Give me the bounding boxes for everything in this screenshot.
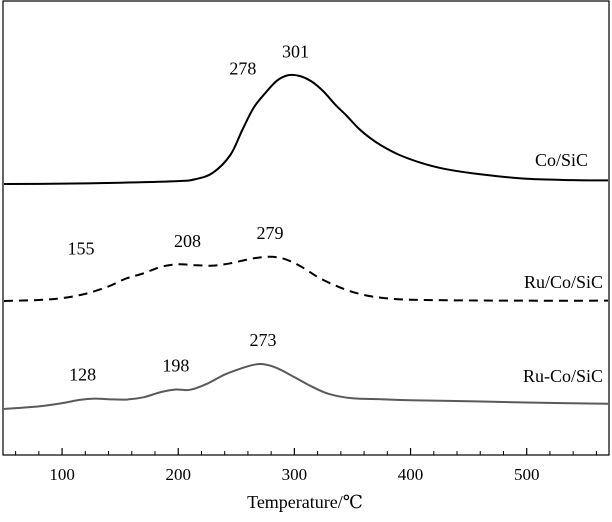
x-tick-label: 400 (398, 465, 424, 484)
series-label: Co/SiC (535, 150, 588, 170)
series-line-co-sic (3, 73, 609, 185)
x-axis-label: Temperature/℃ (247, 492, 363, 512)
plot-frame (2, 0, 610, 456)
x-tick-label: 100 (49, 465, 75, 484)
peak-label: 208 (174, 231, 201, 251)
peak-label: 279 (256, 223, 283, 243)
x-tick-label: 300 (282, 465, 308, 484)
series-line-ru-co-sic (3, 362, 609, 410)
series-label: Ru-Co/SiC (523, 366, 603, 386)
x-tick-label: 200 (165, 465, 191, 484)
series-label: Ru/Co/SiC (524, 272, 603, 292)
peak-label: 278 (229, 58, 256, 78)
x-tick-label: 500 (514, 465, 540, 484)
x-axis-ticks: 100 200 300 400 500 (15, 448, 597, 484)
annotations: Co/SiC 278 301 Ru/Co/SiC 155 208 279 Ru-Co/SiC 1… (67, 42, 603, 386)
peak-label: 128 (69, 365, 96, 385)
peak-label: 198 (162, 356, 189, 376)
series-line-ru-co-sic (3, 255, 609, 302)
peak-label: 273 (250, 330, 277, 350)
peak-label: 155 (67, 239, 94, 259)
peak-label: 301 (282, 42, 309, 62)
series-lines (3, 73, 609, 410)
